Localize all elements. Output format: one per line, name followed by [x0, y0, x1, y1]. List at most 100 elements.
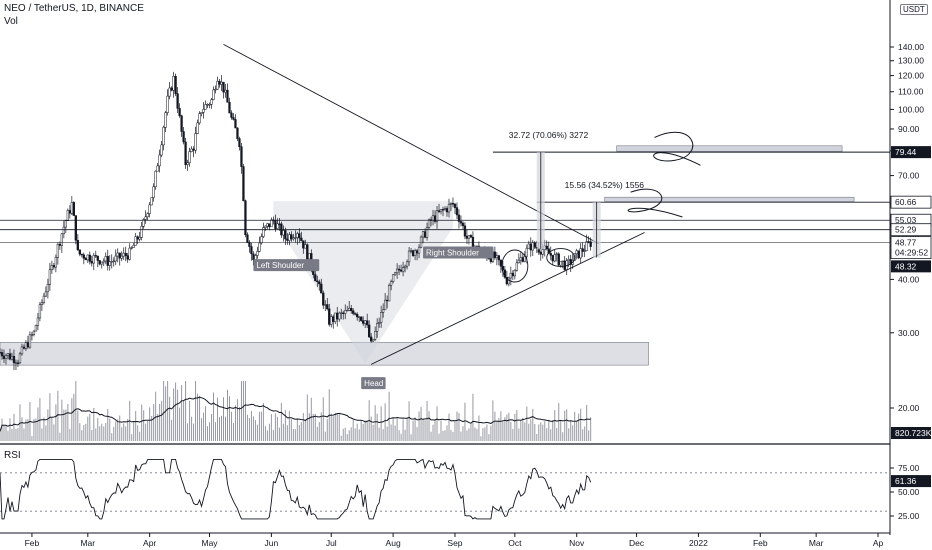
- candle-body: [242, 166, 245, 201]
- candle-body: [453, 203, 457, 208]
- current-price-bg: [890, 236, 932, 260]
- candle-body: [274, 220, 277, 229]
- candle-body: [350, 307, 353, 312]
- candle-body: [266, 223, 269, 227]
- candle-body: [224, 89, 227, 93]
- candle-body: [68, 210, 71, 214]
- symbol-title: NEO / TetherUS, 1D, BINANCE: [4, 3, 144, 14]
- candle-body: [376, 323, 379, 332]
- candle-body: [74, 215, 77, 241]
- candle-body: [328, 308, 331, 325]
- candle-body: [489, 258, 493, 262]
- candle-body: [28, 334, 32, 348]
- candle-body: [553, 254, 556, 262]
- candle-body: [340, 312, 343, 314]
- candle-body: [198, 113, 201, 124]
- measure-label: 32.72 (70.06%) 3272: [509, 130, 589, 140]
- time-tick-label: Oct: [508, 538, 522, 548]
- candle-body: [118, 252, 121, 259]
- price-candles: [0, 71, 592, 371]
- time-tick-label: Aug: [386, 538, 401, 548]
- candle-body: [423, 231, 427, 238]
- candle-body: [158, 154, 161, 167]
- candle-body: [200, 112, 203, 114]
- candle-body: [385, 299, 389, 302]
- candle-body: [66, 210, 69, 221]
- time-tick-label: Mar: [809, 538, 824, 548]
- time-tick-label: May: [201, 538, 218, 548]
- candle-body: [104, 256, 107, 262]
- candle-body: [110, 261, 113, 263]
- candle-body: [387, 285, 391, 302]
- candle-body: [354, 313, 357, 315]
- candle-body: [82, 254, 85, 259]
- candle-body: [364, 320, 367, 324]
- candle-body: [332, 316, 335, 322]
- candle-body: [46, 284, 50, 293]
- candle-body: [226, 89, 229, 103]
- candle-body: [142, 219, 145, 227]
- candle-body: [433, 215, 437, 222]
- candle-body: [278, 223, 281, 225]
- candle-body: [405, 261, 409, 267]
- time-tick-label: Feb: [25, 538, 40, 548]
- candle-body: [401, 267, 405, 272]
- candle-body: [0, 352, 2, 354]
- pattern-zone: [273, 201, 453, 363]
- candle-body: [10, 356, 14, 360]
- candle-body: [248, 242, 251, 247]
- candle-body: [2, 355, 6, 359]
- currency-button[interactable]: USDT: [900, 4, 928, 15]
- candle-body: [326, 304, 329, 310]
- candle-body: [519, 257, 522, 261]
- candle-body: [228, 102, 231, 114]
- price-tick-label: 90.00: [898, 124, 920, 134]
- level-badge-bg: [891, 146, 931, 159]
- candle-body: [306, 244, 309, 260]
- candle-body: [308, 253, 311, 260]
- head-label: Head: [364, 379, 383, 388]
- candle-body: [581, 248, 584, 252]
- rsi-panel: [0, 458, 890, 520]
- candle-body: [88, 254, 91, 262]
- current-price-label: 48.77: [895, 238, 917, 248]
- time-tick-label: Apr: [143, 538, 156, 548]
- candle-body: [8, 353, 12, 360]
- candle-body: [160, 144, 163, 156]
- candle-body: [24, 342, 28, 349]
- candle-body: [427, 219, 431, 228]
- candle-body: [316, 280, 319, 283]
- candle-body: [515, 262, 518, 271]
- candle-body: [62, 226, 66, 235]
- candle-body: [439, 209, 443, 212]
- candle-body: [14, 362, 18, 364]
- left-shoulder-label-bg: [253, 259, 320, 272]
- price-axis[interactable]: 20.0030.0040.0050.0060.0070.0080.0090.00…: [890, 42, 932, 521]
- candle-body: [324, 304, 327, 306]
- candle-body: [463, 225, 467, 237]
- candle-body: [4, 355, 8, 359]
- candle-body: [232, 117, 235, 120]
- candle-body: [116, 252, 119, 257]
- rsi-tick-label: 25.00: [898, 511, 920, 521]
- candle-body: [318, 281, 321, 285]
- drawing-tools[interactable]: 32.72 (70.06%) 3272 15.56 (34.52%) 1556 Le…: [0, 43, 890, 390]
- annotation-boxes: [0, 201, 649, 366]
- candle-body: [407, 250, 411, 263]
- time-tick-label: Nov: [569, 538, 585, 548]
- candle-body: [334, 312, 337, 322]
- candle-body: [64, 220, 68, 228]
- candle-body: [545, 245, 548, 250]
- candle-body: [336, 312, 339, 320]
- time-axis[interactable]: Feb Mar Apr May Jun Jul Aug Sep Oct Nov Dec 2022 Feb…: [25, 533, 884, 548]
- candle-body: [202, 109, 205, 113]
- level-badge-bg: [890, 195, 932, 209]
- volume-value-badge: 820.723K: [895, 428, 932, 438]
- candle-body: [150, 197, 153, 206]
- candle-body: [298, 233, 301, 239]
- candle-body: [457, 214, 461, 222]
- candle-body: [78, 249, 81, 255]
- candle-body: [166, 95, 169, 113]
- candle-body: [32, 330, 36, 336]
